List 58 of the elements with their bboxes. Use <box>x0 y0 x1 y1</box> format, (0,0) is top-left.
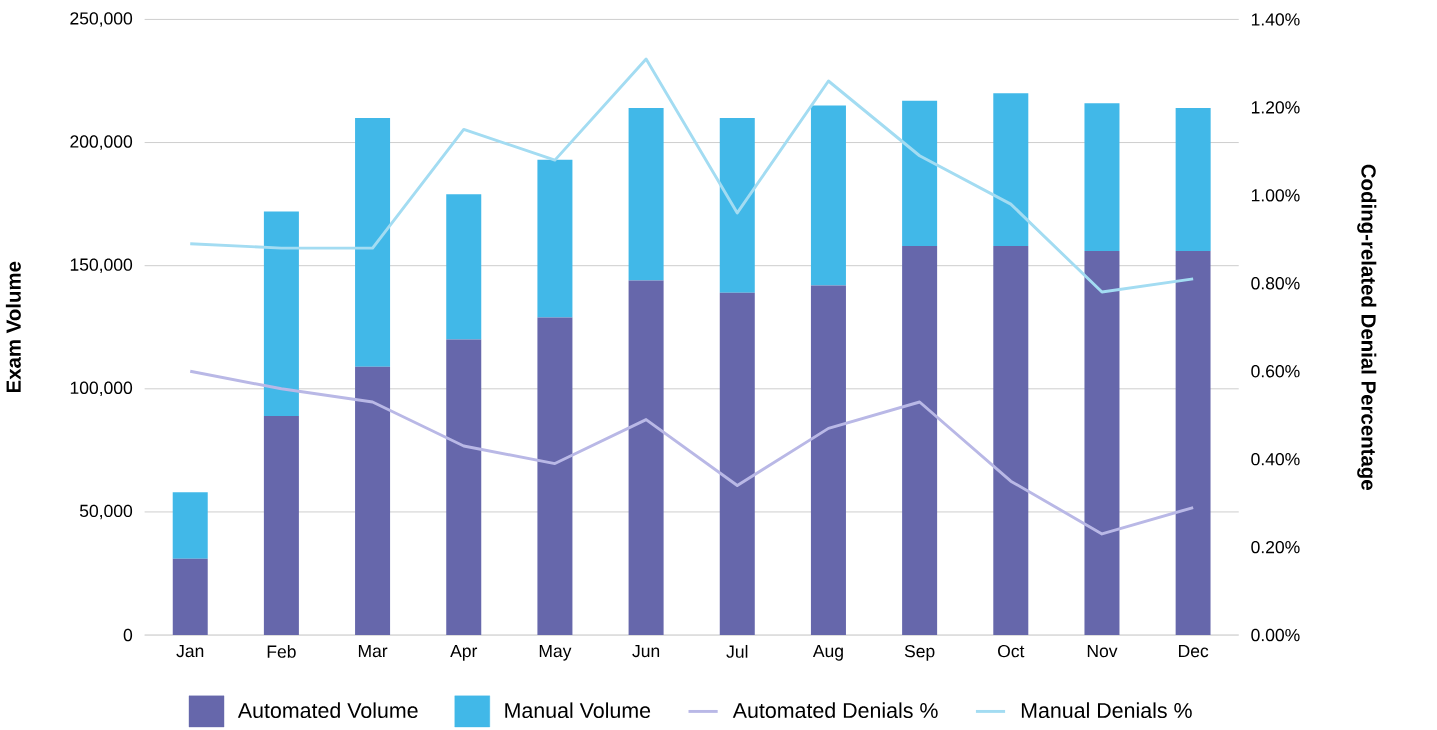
bar <box>628 107 664 281</box>
legend-label: Manual Denials % <box>1021 702 1192 718</box>
legend-label: Automated Volume <box>237 702 418 718</box>
y2-tick-label: 1.00% <box>1251 188 1300 202</box>
x-tick-label: May <box>539 644 572 661</box>
y2-tick-label: 0.40% <box>1251 452 1300 466</box>
bar <box>1175 250 1211 635</box>
x-tick-label: Dec <box>1179 644 1209 658</box>
y2-axis-title: Coding-related Denial Percentage <box>1357 164 1377 490</box>
bar <box>719 117 755 293</box>
line-series <box>188 57 1195 294</box>
y-tick-label: 250,000 <box>70 12 133 27</box>
y-tick-label: 150,000 <box>70 258 133 273</box>
x-tick-label: Jan <box>176 644 204 658</box>
bar <box>993 245 1029 635</box>
bar <box>719 292 755 635</box>
y-tick-label: 50,000 <box>79 504 133 519</box>
y2-tick-label: 0.20% <box>1251 540 1300 554</box>
bar <box>355 366 391 635</box>
x-tick-label: Jun <box>632 644 660 658</box>
x-tick-label: Apr <box>450 644 478 661</box>
bar <box>355 117 391 367</box>
bar <box>902 100 938 246</box>
bar <box>1175 107 1211 251</box>
y-axis-title: Exam Volume <box>5 261 21 392</box>
bar <box>446 339 482 635</box>
bar <box>993 93 1029 246</box>
bar <box>446 194 482 340</box>
y-tick-label: 200,000 <box>70 135 133 150</box>
x-tick-label: Aug <box>812 644 843 661</box>
bar <box>172 558 208 635</box>
x-tick-label: Mar <box>358 644 388 658</box>
y2-tick-label: 0.60% <box>1251 364 1300 378</box>
x-tick-label: Oct <box>998 644 1025 658</box>
y2-tick-label: 1.40% <box>1251 13 1300 26</box>
y2-tick-label: 0.00% <box>1251 628 1300 642</box>
y2-tick-label: 0.80% <box>1251 276 1300 290</box>
bar <box>537 159 573 318</box>
bar <box>810 285 846 635</box>
bar <box>172 492 208 559</box>
bar <box>263 211 299 416</box>
bar <box>628 280 664 635</box>
bar <box>810 105 846 286</box>
y-tick-label: 100,000 <box>70 381 133 396</box>
bar <box>1084 102 1120 251</box>
y2-tick-label: 1.20% <box>1251 101 1300 114</box>
legend-label: Manual Volume <box>505 702 651 718</box>
bar <box>263 415 299 635</box>
x-tick-label: Sep <box>904 644 935 661</box>
bar <box>902 245 938 635</box>
bar <box>1084 250 1120 635</box>
bar <box>537 317 573 635</box>
y-tick-label: 0 <box>123 628 133 642</box>
line-series <box>188 369 1195 536</box>
x-tick-label: Nov <box>1087 644 1118 658</box>
legend-label: Automated Denials % <box>732 702 938 718</box>
x-tick-label: Jul <box>726 644 748 658</box>
x-tick-label: Feb <box>267 644 296 658</box>
